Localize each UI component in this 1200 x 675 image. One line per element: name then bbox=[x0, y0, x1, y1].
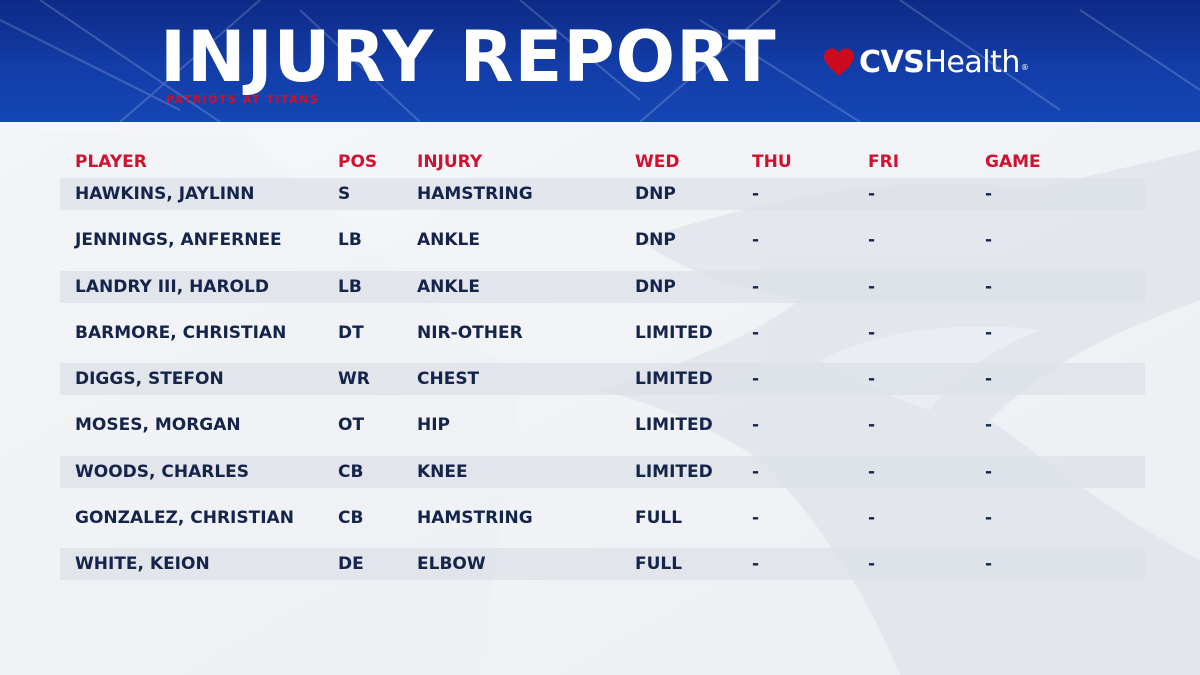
cell-wed: LIMITED bbox=[635, 322, 713, 343]
table-row: JENNINGS, ANFERNEE LB ANKLE DNP - - - bbox=[60, 224, 1145, 256]
cell-player: BARMORE, CHRISTIAN bbox=[75, 322, 287, 343]
cell-game: - bbox=[985, 415, 993, 436]
cell-wed: LIMITED bbox=[635, 369, 713, 390]
table-body: HAWKINS, JAYLINN S HAMSTRING DNP - - - JENNINGS… bbox=[60, 178, 1145, 581]
cell-player: JENNINGS, ANFERNEE bbox=[75, 230, 282, 251]
cell-fri: - bbox=[868, 276, 876, 297]
cell-injury: KNEE bbox=[417, 461, 468, 482]
table-row: LANDRY III, HAROLD LB ANKLE DNP - - - bbox=[60, 270, 1145, 303]
cell-thu: - bbox=[752, 230, 760, 251]
cell-wed: DNP bbox=[635, 276, 676, 297]
table-row: MOSES, MORGAN OT HIP LIMITED - - - bbox=[60, 409, 1145, 441]
column-header-injury: INJURY bbox=[417, 152, 483, 172]
cell-injury: HIP bbox=[417, 415, 451, 436]
cell-pos: DT bbox=[338, 322, 364, 343]
page-title: INJURY REPORT bbox=[160, 16, 777, 98]
cell-game: - bbox=[985, 276, 993, 297]
cell-injury: CHEST bbox=[417, 369, 480, 390]
injury-table: PLAYER POS INJURY WED THU FRI GAME HAWKI… bbox=[60, 148, 1145, 595]
cell-pos: CB bbox=[338, 508, 364, 529]
table-row: GONZALEZ, CHRISTIAN CB HAMSTRING FULL - - - bbox=[60, 502, 1145, 534]
table-row: WOODS, CHARLES CB KNEE LIMITED - - - bbox=[60, 455, 1145, 488]
cell-pos: LB bbox=[338, 230, 362, 251]
cell-fri: - bbox=[868, 230, 876, 251]
cell-game: - bbox=[985, 369, 993, 390]
cell-injury: ELBOW bbox=[417, 554, 486, 575]
sponsor-name-light: Health bbox=[924, 44, 1020, 80]
cell-fri: - bbox=[868, 369, 876, 390]
cell-game: - bbox=[985, 184, 993, 204]
cell-wed: FULL bbox=[635, 508, 683, 529]
header-texture bbox=[0, 0, 1200, 122]
cell-injury: HAMSTRING bbox=[417, 508, 533, 529]
cell-wed: DNP bbox=[635, 230, 676, 251]
sponsor-logo: CVS Health ® bbox=[822, 44, 1029, 80]
table-row: BARMORE, CHRISTIAN DT NIR-OTHER LIMITED - - - bbox=[60, 317, 1145, 349]
column-header-fri: FRI bbox=[868, 152, 900, 172]
cell-thu: - bbox=[752, 184, 760, 204]
cell-wed: LIMITED bbox=[635, 461, 713, 482]
cell-injury: HAMSTRING bbox=[417, 184, 533, 204]
cell-pos: LB bbox=[338, 276, 362, 297]
cell-fri: - bbox=[868, 322, 876, 343]
cell-thu: - bbox=[752, 554, 760, 575]
cell-pos: DE bbox=[338, 554, 364, 575]
cell-wed: FULL bbox=[635, 554, 683, 575]
column-header-pos: POS bbox=[338, 152, 378, 172]
cell-fri: - bbox=[868, 554, 876, 575]
cell-player: LANDRY III, HAROLD bbox=[75, 276, 269, 297]
column-header-game: GAME bbox=[985, 152, 1041, 172]
cell-player: DIGGS, STEFON bbox=[75, 369, 224, 390]
cell-wed: DNP bbox=[635, 184, 676, 204]
cell-player: WOODS, CHARLES bbox=[75, 461, 250, 482]
cell-fri: - bbox=[868, 415, 876, 436]
cell-pos: S bbox=[338, 184, 351, 204]
cell-game: - bbox=[985, 554, 993, 575]
column-header-thu: THU bbox=[752, 152, 792, 172]
sponsor-name-bold: CVS bbox=[859, 44, 925, 80]
cell-thu: - bbox=[752, 322, 760, 343]
registered-mark: ® bbox=[1020, 63, 1029, 72]
cell-thu: - bbox=[752, 276, 760, 297]
cell-game: - bbox=[985, 508, 993, 529]
matchup-subtitle: PATRIOTS AT TITANS bbox=[166, 93, 320, 106]
cell-game: - bbox=[985, 230, 993, 251]
cell-player: WHITE, KEION bbox=[75, 554, 210, 575]
header-banner: INJURY REPORT PATRIOTS AT TITANS CVS Heal… bbox=[0, 0, 1200, 122]
cell-injury: ANKLE bbox=[417, 276, 481, 297]
cell-thu: - bbox=[752, 508, 760, 529]
table-row: HAWKINS, JAYLINN S HAMSTRING DNP - - - bbox=[60, 178, 1145, 210]
cell-thu: - bbox=[752, 461, 760, 482]
cell-fri: - bbox=[868, 184, 876, 204]
cell-pos: OT bbox=[338, 415, 365, 436]
cell-fri: - bbox=[868, 508, 876, 529]
cell-thu: - bbox=[752, 415, 760, 436]
cell-pos: WR bbox=[338, 369, 370, 390]
heart-icon bbox=[824, 48, 854, 76]
cell-pos: CB bbox=[338, 461, 364, 482]
table-row: WHITE, KEION DE ELBOW FULL - - - bbox=[60, 548, 1145, 581]
cell-fri: - bbox=[868, 461, 876, 482]
cell-player: HAWKINS, JAYLINN bbox=[75, 184, 255, 204]
table-header: PLAYER POS INJURY WED THU FRI GAME bbox=[60, 148, 1145, 178]
cell-wed: LIMITED bbox=[635, 415, 713, 436]
cell-player: MOSES, MORGAN bbox=[75, 415, 241, 436]
cell-thu: - bbox=[752, 369, 760, 390]
column-header-player: PLAYER bbox=[75, 152, 147, 172]
column-header-wed: WED bbox=[635, 152, 680, 172]
table-row: DIGGS, STEFON WR CHEST LIMITED - - - bbox=[60, 363, 1145, 396]
cell-game: - bbox=[985, 461, 993, 482]
cell-injury: NIR-OTHER bbox=[417, 322, 523, 343]
cell-player: GONZALEZ, CHRISTIAN bbox=[75, 508, 294, 529]
cell-game: - bbox=[985, 322, 993, 343]
cell-injury: ANKLE bbox=[417, 230, 481, 251]
